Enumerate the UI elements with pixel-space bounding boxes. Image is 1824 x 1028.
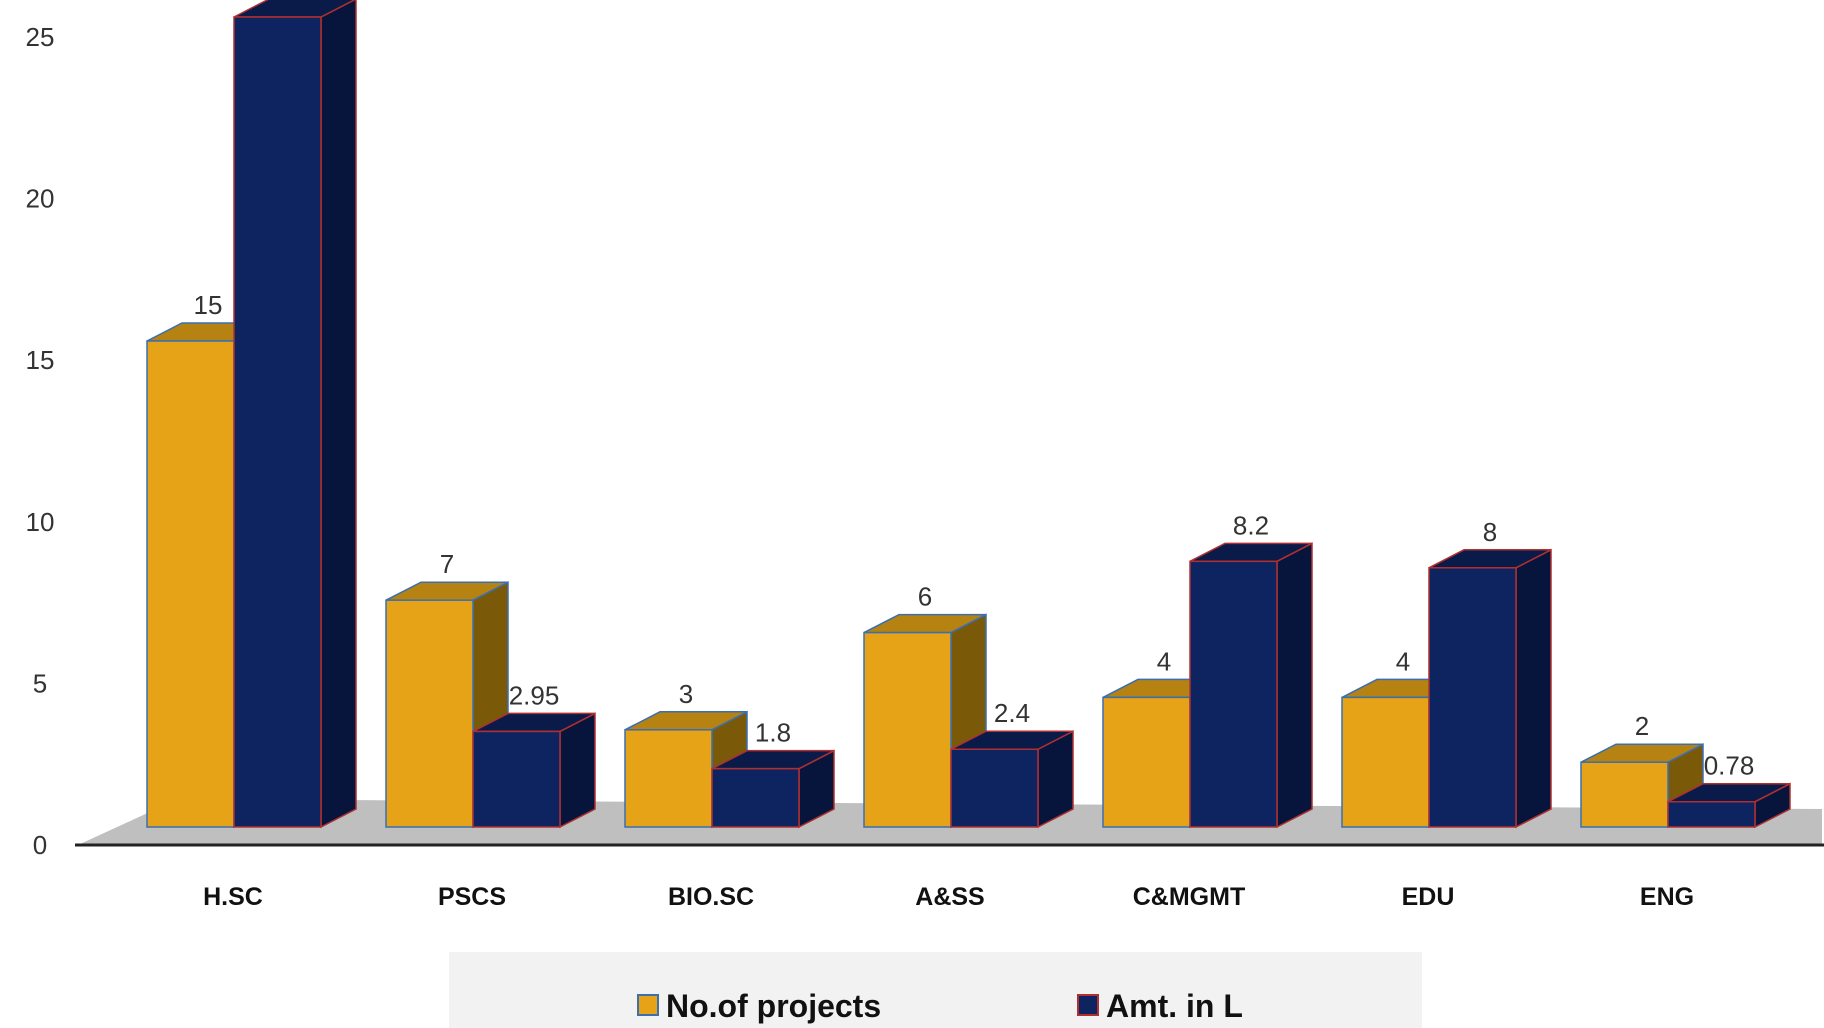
bars-layer — [146, 0, 1791, 829]
bar — [472, 712, 596, 829]
bar — [624, 710, 748, 829]
data-label: 8 — [1483, 517, 1497, 547]
legend: No.of projects Amt. in L — [449, 952, 1422, 1028]
data-label: 1.8 — [755, 718, 791, 748]
y-axis: 0 5 10 15 20 25 — [26, 22, 1824, 860]
x-tick-label: ENG — [1640, 883, 1694, 911]
legend-label: No.of projects — [666, 988, 881, 1024]
data-label: 4 — [1396, 646, 1410, 676]
x-tick-label: BIO.SC — [668, 883, 754, 911]
y-tick-label: 15 — [26, 345, 55, 375]
bar — [1189, 542, 1313, 829]
bar — [385, 580, 509, 829]
data-label: 4 — [1157, 646, 1171, 676]
data-label: 6 — [918, 582, 932, 612]
y-tick-label: 25 — [26, 22, 55, 52]
x-tick-label: H.SC — [203, 883, 263, 911]
y-tick-label: 20 — [26, 184, 55, 214]
bar — [950, 730, 1074, 829]
legend-item: No.of projects — [637, 988, 881, 1024]
x-tick-label: EDU — [1402, 883, 1455, 911]
bar — [1667, 782, 1791, 829]
x-axis: H.SC PSCS BIO.SC A&SS C&MGMT EDU ENG — [203, 883, 1694, 911]
x-tick-label: PSCS — [438, 883, 506, 911]
legend-item: Amt. in L — [1077, 988, 1243, 1024]
legend-swatch — [1077, 994, 1099, 1016]
data-label: 0.78 — [1704, 751, 1755, 781]
bar — [711, 749, 835, 829]
legend-swatch — [637, 994, 659, 1016]
legend-label: Amt. in L — [1106, 988, 1243, 1024]
bar — [233, 0, 357, 829]
data-label: 2 — [1635, 711, 1649, 741]
data-label: 3 — [679, 679, 693, 709]
data-label: 2.4 — [994, 698, 1030, 728]
legend-box — [449, 952, 1422, 1028]
data-label: 8.2 — [1233, 510, 1269, 540]
data-label: 7 — [440, 549, 454, 579]
data-label: 15 — [194, 290, 223, 320]
bar — [863, 613, 987, 829]
y-tick-label: 5 — [33, 668, 47, 698]
y-tick-label: 10 — [26, 507, 55, 537]
x-tick-label: A&SS — [915, 883, 984, 911]
y-tick-label: 0 — [33, 830, 47, 860]
bar — [1428, 548, 1552, 829]
data-label: 2.95 — [509, 680, 560, 710]
x-tick-label: C&MGMT — [1133, 883, 1245, 911]
